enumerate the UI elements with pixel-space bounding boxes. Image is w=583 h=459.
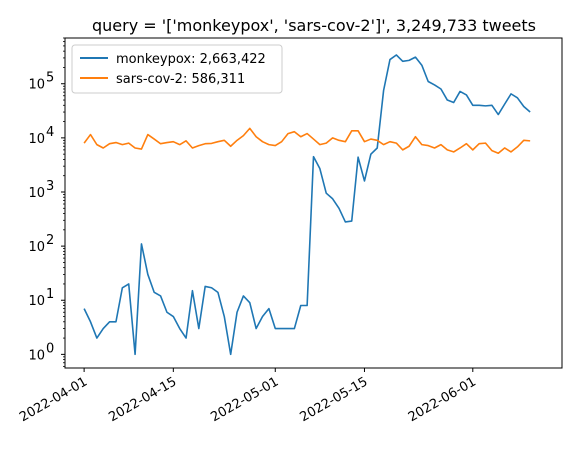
legend: monkeypox: 2,663,422 sars-cov-2: 586,311: [71, 44, 283, 94]
series-layer: [83, 54, 531, 356]
x-axis: 2022-04-01 2022-04-15 2022-05-01 2022-05-15…: [17, 368, 479, 425]
plot-area: [64, 37, 563, 369]
x-tick-label: 2022-05-01: [208, 374, 281, 425]
y-tick-exponent: 5: [46, 71, 54, 86]
legend-label-monkeypox: monkeypox: 2,663,422: [116, 52, 266, 67]
chart-title: query = '['monkeypox', 'sars-cov-2']', 3…: [92, 16, 536, 35]
y-tick-exponent: 2: [46, 233, 54, 248]
series-line-1: [83, 127, 531, 155]
x-tick-label: 2022-04-15: [106, 374, 179, 425]
series-line-0: [83, 54, 531, 356]
y-tick-exponent: 0: [46, 341, 54, 356]
x-tick-label: 2022-06-01: [406, 374, 479, 425]
x-tick-label: 2022-04-01: [17, 374, 90, 425]
y-tick-exponent: 1: [46, 287, 54, 302]
y-tick-label: 10: [28, 78, 45, 93]
plot-frame: [64, 37, 563, 369]
x-tick-label: 2022-05-15: [298, 374, 371, 425]
y-tick-label: 10: [28, 348, 45, 363]
legend-label-sars-cov-2: sars-cov-2: 586,311: [116, 72, 245, 87]
y-tick-label: 10: [28, 132, 45, 147]
y-tick-exponent: 4: [46, 125, 54, 140]
y-tick-label: 10: [28, 294, 45, 309]
legend-frame: [71, 44, 283, 94]
y-tick-exponent: 3: [46, 179, 54, 194]
y-tick-label: 10: [28, 186, 45, 201]
y-tick-label: 10: [28, 240, 45, 255]
